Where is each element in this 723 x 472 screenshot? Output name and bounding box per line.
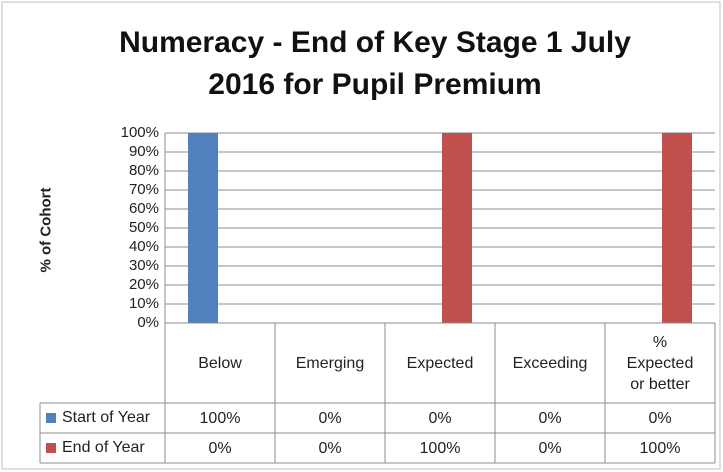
y-tick-label: 100% [120, 124, 159, 141]
y-tick-label: 50% [128, 219, 159, 236]
y-tick-label: 40% [128, 238, 159, 255]
y-tick-label: 80% [128, 162, 159, 179]
data-table-value: 0% [648, 409, 672, 427]
data-table-value: 0% [428, 409, 452, 427]
bar [442, 133, 472, 323]
y-tick-label: 0% [137, 314, 159, 331]
y-tick-label: 20% [128, 276, 159, 293]
category-label: Emerging [295, 354, 365, 372]
bar [188, 133, 218, 323]
legend-key [46, 413, 56, 423]
category-label: Exceeding [512, 354, 588, 372]
data-table-value: 100% [639, 439, 681, 457]
data-table-value: 100% [419, 439, 461, 457]
category-label: % Expected or better [626, 333, 694, 393]
data-table-value: 100% [199, 409, 241, 427]
chart-title: Numeracy - End of Key Stage 1 July 2016 … [119, 26, 631, 101]
legend-label: End of Year [62, 439, 145, 456]
data-table-value: 0% [538, 439, 562, 457]
y-axis-label: % of Cohort [37, 187, 55, 273]
data-table-value: 0% [538, 409, 562, 427]
data-table-value: 0% [208, 439, 232, 457]
category-label: Expected [406, 354, 474, 372]
bar [662, 133, 692, 323]
legend-label: Start of Year [62, 409, 151, 426]
y-tick-label: 10% [128, 295, 159, 312]
data-table-value: 0% [318, 439, 342, 457]
y-tick-label: 30% [128, 257, 159, 274]
category-label: Below [198, 354, 242, 372]
y-tick-label: 90% [128, 143, 159, 160]
y-tick-label: 70% [128, 181, 159, 198]
y-tick-label: 60% [128, 200, 159, 217]
legend-key [46, 443, 56, 453]
data-table-value: 0% [318, 409, 342, 427]
